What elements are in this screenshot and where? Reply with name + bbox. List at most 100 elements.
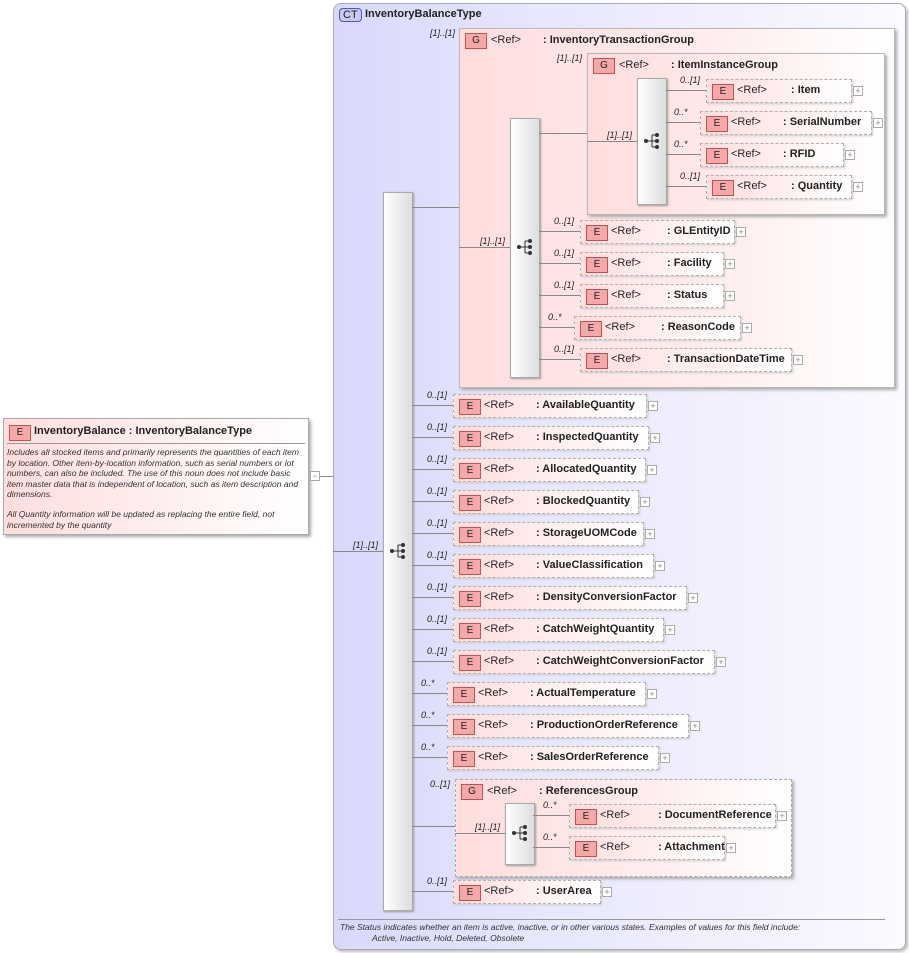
element-ref[interactable]: E <Ref>: CatchWeightConversionFactor (453, 650, 715, 674)
plus-box-icon[interactable]: + (640, 497, 650, 507)
group-ref-label: <Ref> (491, 34, 521, 46)
connector (666, 122, 700, 123)
element-ref[interactable]: E <Ref> : UserArea (453, 880, 601, 904)
complex-type-badge-icon: CT (339, 8, 362, 22)
element-cardinality: 0..* (421, 710, 435, 720)
ref-label: <Ref> (484, 591, 514, 603)
element-cardinality: 0..* (674, 107, 688, 117)
plus-box-icon[interactable]: + (793, 355, 803, 365)
plus-box-icon[interactable]: + (688, 593, 698, 603)
connector (412, 661, 453, 662)
plus-box-icon[interactable]: + (742, 323, 752, 333)
ref-label: <Ref> (737, 84, 767, 96)
plus-box-icon[interactable]: + (716, 657, 726, 667)
element-ref[interactable]: E <Ref>: DocumentReference (569, 804, 776, 828)
element-badge-icon: E (575, 809, 597, 825)
element-badge-icon: E (586, 225, 608, 241)
element-ref[interactable]: E <Ref>: ReasonCode (574, 316, 741, 340)
plus-box-icon[interactable]: + (645, 529, 655, 539)
element-ref[interactable]: E <Ref>: Facility (580, 252, 724, 276)
ref-label: <Ref> (484, 885, 514, 897)
group-name[interactable]: : InventoryTransactionGroup (543, 34, 694, 46)
plus-box-icon[interactable]: + (736, 227, 746, 237)
element-badge-icon: E (712, 84, 734, 100)
element-ref[interactable]: E <Ref>: CatchWeightQuantity (453, 618, 664, 642)
plus-box-icon[interactable]: + (602, 887, 612, 897)
ref-label: <Ref> (478, 751, 508, 763)
plus-box-icon[interactable]: + (777, 811, 787, 821)
element-cardinality: 0..* (548, 312, 562, 322)
group-name[interactable]: : ItemInstanceGroup (671, 59, 778, 71)
group-badge-icon: G (461, 784, 483, 800)
element-ref[interactable]: E <Ref>: Quantity (706, 175, 852, 199)
element-ref[interactable]: E <Ref>: GLEntityID (580, 220, 735, 244)
divider (7, 443, 305, 444)
element-name: : SalesOrderReference (530, 751, 649, 763)
element-cardinality: 0..[1] (427, 486, 448, 496)
complex-type-title: InventoryBalanceType (365, 8, 482, 20)
plus-box-icon[interactable]: + (690, 721, 700, 731)
plus-box-icon[interactable]: + (665, 625, 675, 635)
element-ref[interactable]: E <Ref> : Item (706, 79, 852, 103)
element-badge-icon: E (459, 463, 481, 479)
group-badge-icon: G (593, 58, 615, 74)
element-ref[interactable]: E <Ref>: InspectedQuantity (453, 426, 649, 450)
ref-label: <Ref> (484, 527, 514, 539)
connector (412, 533, 453, 534)
element-ref[interactable]: E <Ref>: ProductionOrderReference (447, 714, 689, 738)
connector (539, 295, 580, 296)
plus-box-icon[interactable]: + (726, 843, 736, 853)
plus-box-icon[interactable]: + (647, 465, 657, 475)
element-ref[interactable]: E <Ref>: ActualTemperature (447, 682, 646, 706)
group-cardinality: 0..[1] (430, 779, 451, 789)
plus-box-icon[interactable]: + (873, 118, 883, 128)
plus-box-icon[interactable]: + (655, 561, 665, 571)
plus-box-icon[interactable]: + (650, 433, 660, 443)
plus-box-icon[interactable]: + (660, 753, 670, 763)
element-cardinality: 0..[1] (680, 171, 701, 181)
element-name: : DensityConversionFactor (536, 591, 677, 603)
element-ref[interactable]: E <Ref>: ValueClassification (453, 554, 654, 578)
element-name: : UserArea (536, 885, 592, 897)
sequence-cardinality: [1]..[1] (475, 822, 501, 832)
element-ref[interactable]: E <Ref>: DensityConversionFactor (453, 586, 687, 610)
minus-box-icon[interactable]: − (310, 471, 320, 481)
element-badge-icon: E (586, 353, 608, 369)
connector (412, 501, 453, 502)
element-ref[interactable]: E <Ref>: StorageUOMCode (453, 522, 644, 546)
sequence-cardinality: [1]..[1] (607, 130, 633, 140)
element-name: : ProductionOrderReference (530, 719, 678, 731)
element-cardinality: 0..[1] (427, 614, 448, 624)
sequence-compositor-icon (389, 542, 407, 565)
plus-box-icon[interactable]: + (647, 689, 657, 699)
element-name: : Item (791, 84, 821, 96)
element-ref[interactable]: E <Ref>: SerialNumber (700, 111, 872, 135)
element-ref[interactable]: E <Ref>: TransactionDateTime (580, 348, 792, 372)
ref-label: <Ref> (478, 719, 508, 731)
element-ref[interactable]: E <Ref>: RFID (700, 143, 844, 167)
sequence-cardinality: [1]..[1] (353, 540, 379, 550)
ref-label: <Ref> (611, 257, 641, 269)
element-name: : TransactionDateTime (667, 353, 785, 365)
plus-box-icon[interactable]: + (845, 150, 855, 160)
plus-box-icon[interactable]: + (648, 401, 658, 411)
element-ref[interactable]: E <Ref>: BlockedQuantity (453, 490, 639, 514)
element-badge-icon: E (586, 289, 608, 305)
element-cardinality: 0..[1] (427, 390, 448, 400)
element-ref[interactable]: E <Ref>: Attachment (569, 836, 725, 860)
plus-box-icon[interactable]: + (853, 86, 863, 96)
element-cardinality: 0..* (674, 139, 688, 149)
element-badge-icon: E (459, 623, 481, 639)
root-element-inventory-balance[interactable]: E InventoryBalance : InventoryBalanceTyp… (3, 418, 309, 535)
element-ref[interactable]: E <Ref>: AllocatedQuantity (453, 458, 646, 482)
plus-box-icon[interactable]: + (725, 291, 735, 301)
element-ref[interactable]: E <Ref>: AvailableQuantity (453, 394, 647, 418)
element-ref[interactable]: E <Ref>: Status (580, 284, 724, 308)
element-ref[interactable]: E <Ref>: SalesOrderReference (447, 746, 659, 770)
element-cardinality: 0..[1] (427, 876, 448, 886)
plus-box-icon[interactable]: + (853, 182, 863, 192)
group-name[interactable]: : ReferencesGroup (539, 785, 639, 797)
element-badge-icon: E (459, 885, 481, 901)
footer-documentation: The Status indicates whether an item is … (340, 922, 801, 932)
plus-box-icon[interactable]: + (725, 259, 735, 269)
